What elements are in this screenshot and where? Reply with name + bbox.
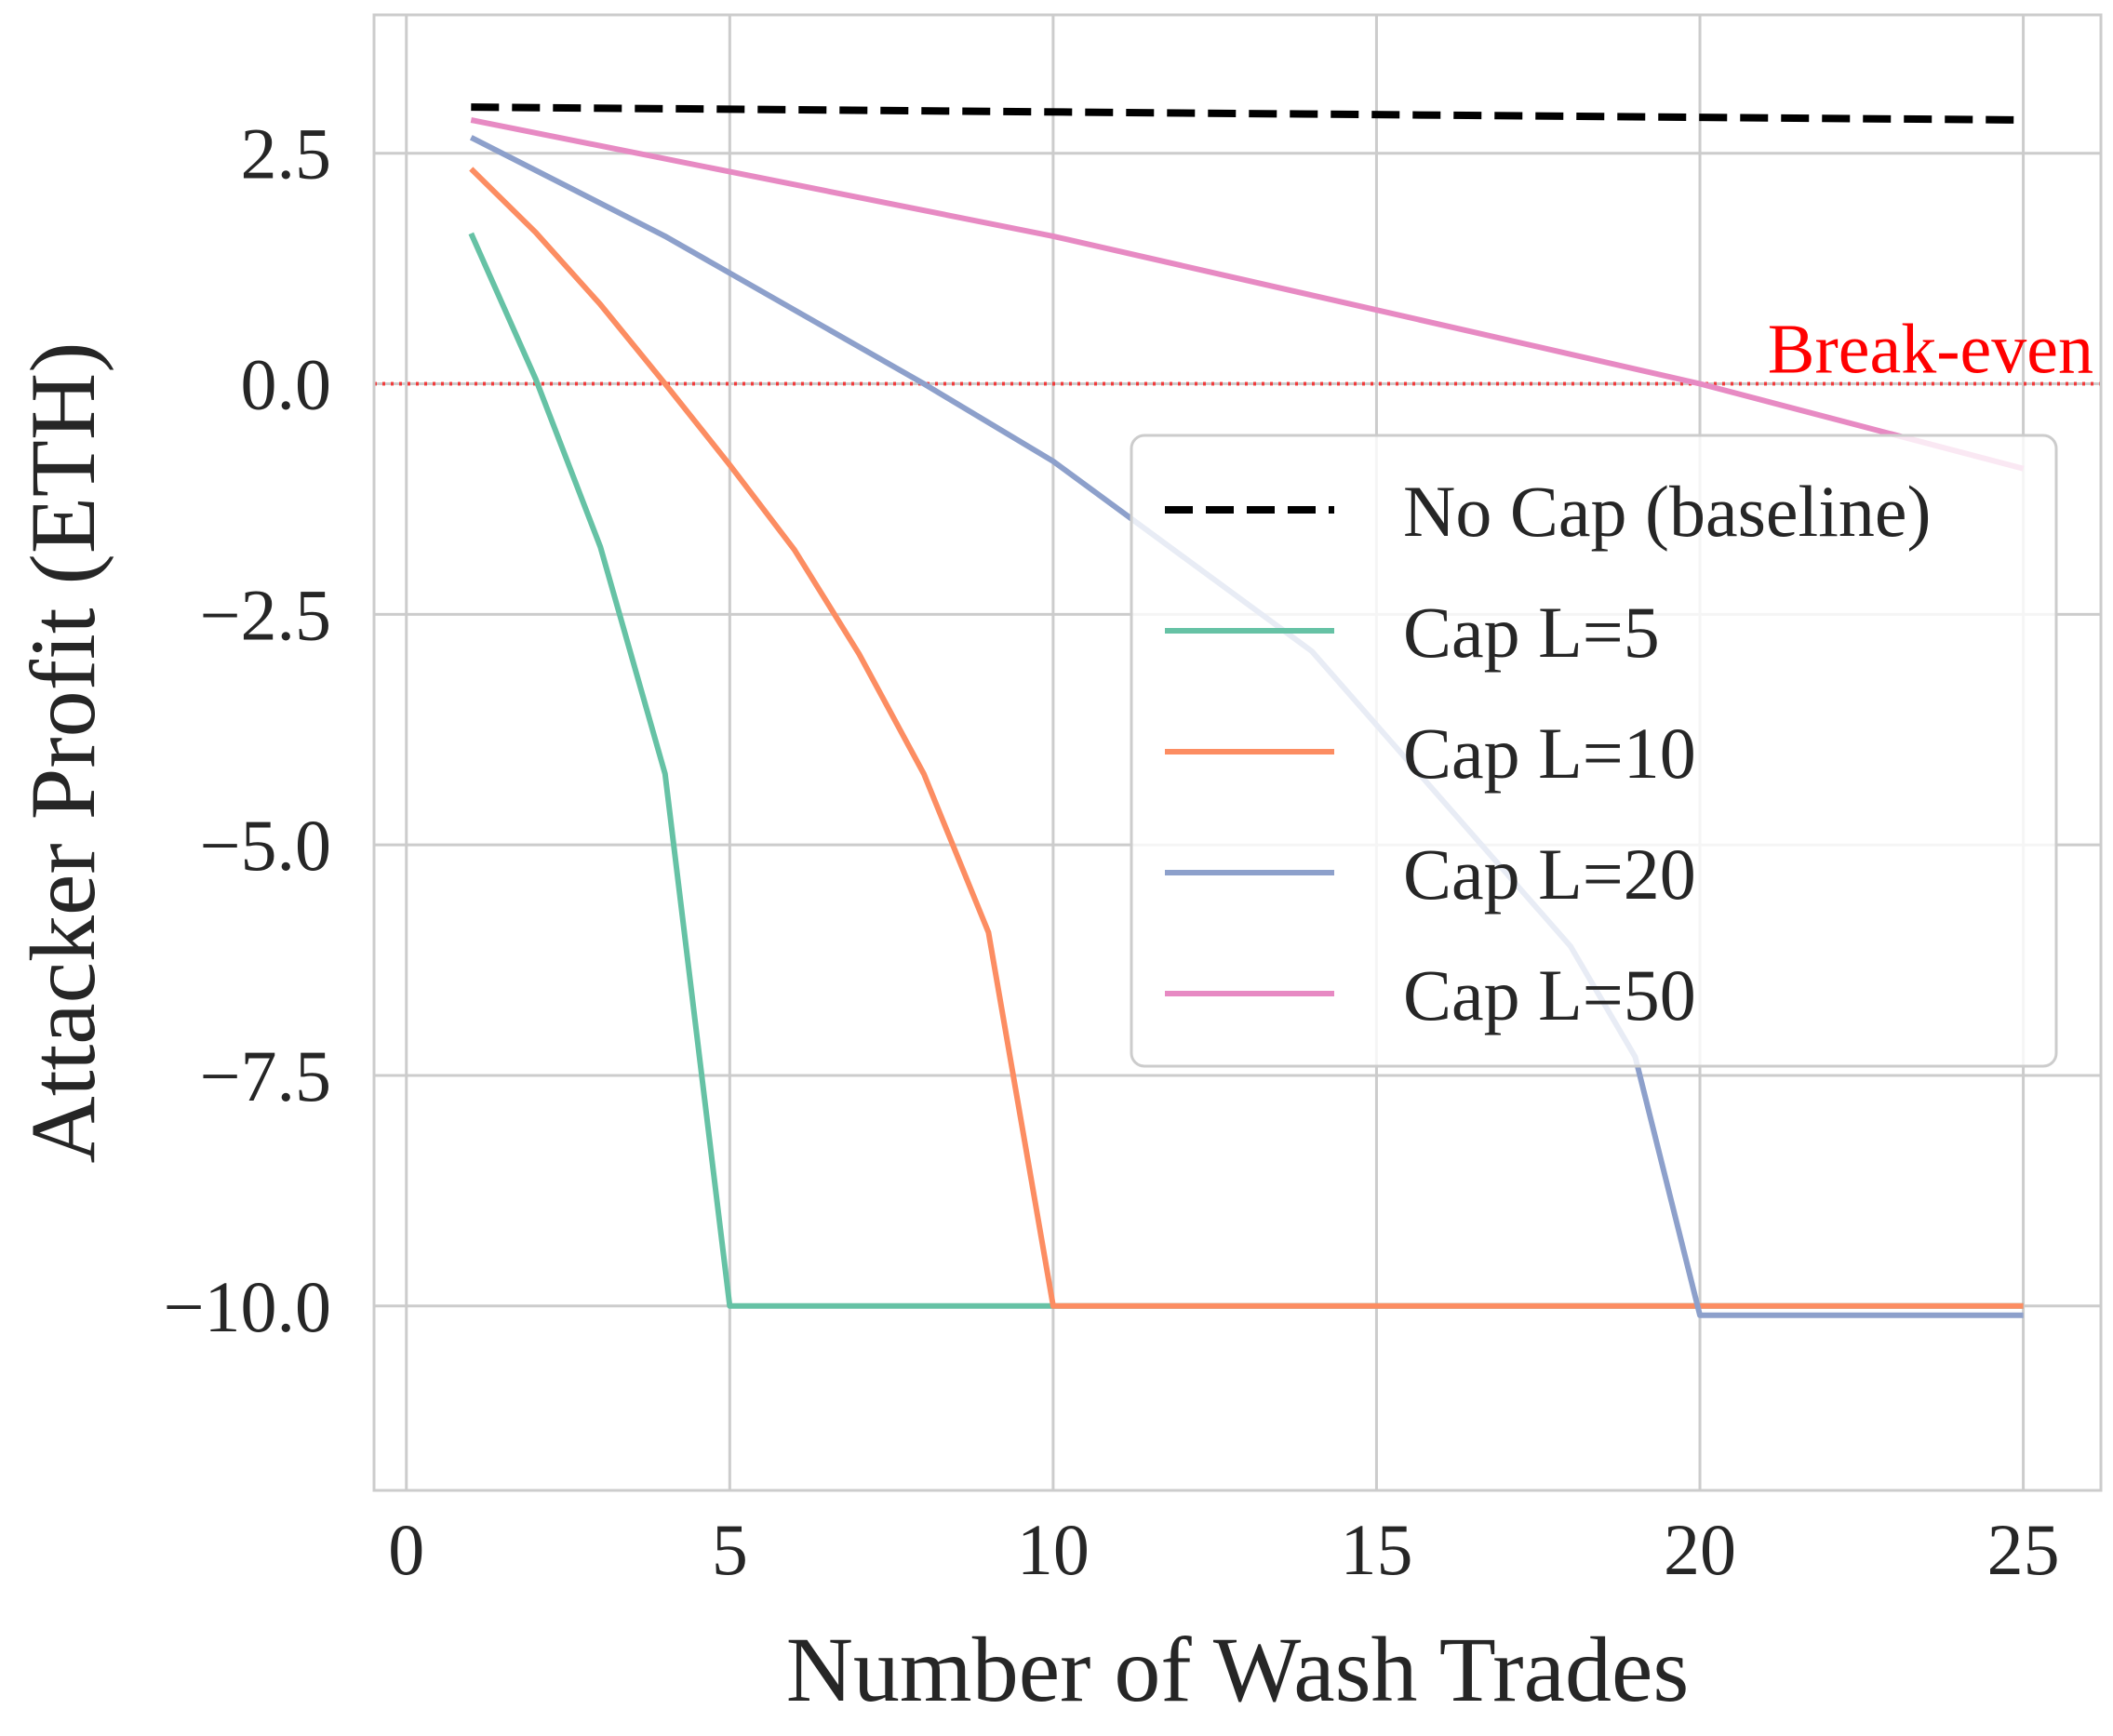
legend-entry: Cap L=10: [1165, 713, 1696, 794]
plot-frame: [372, 13, 2103, 1492]
y-tick-label: −5.0: [200, 805, 332, 886]
legend-entry: No Cap (baseline): [1165, 471, 1931, 552]
legend-label: Cap L=20: [1403, 834, 1696, 915]
legend-label: No Cap (baseline): [1403, 471, 1931, 552]
y-tick-label: 2.5: [241, 114, 332, 194]
y-tick-label: −10.0: [164, 1266, 332, 1347]
legend-entry: Cap L=5: [1165, 592, 1660, 673]
x-tick-label: 25: [1987, 1509, 2060, 1590]
legend-label: Cap L=5: [1403, 592, 1660, 673]
series-line-cap-l-5: [468, 232, 2024, 1309]
legend-entry: Cap L=50: [1165, 955, 1696, 1035]
y-axis-ticks: 2.5 0.0 −2.5 −5.0 −7.5 −10.0: [164, 114, 332, 1347]
x-axis-label: Number of Wash Trades: [786, 1618, 1690, 1721]
x-tick-label: 15: [1340, 1509, 1412, 1590]
y-tick-label: 0.0: [241, 344, 332, 425]
legend-label: Cap L=50: [1403, 955, 1696, 1035]
x-axis-ticks: 0 5 10 15 20 25: [388, 1509, 2059, 1590]
x-tick-label: 10: [1017, 1509, 1090, 1590]
y-axis-label: Attacker Profit (ETH): [11, 341, 114, 1163]
y-tick-label: −2.5: [200, 574, 332, 655]
x-tick-label: 20: [1664, 1509, 1736, 1590]
legend-items: No Cap (baseline) Cap L=5 Cap L=10 Cap L=20…: [1165, 471, 1931, 1035]
series-line-cap-l-10: [469, 167, 2024, 1309]
series-line-no-cap-baseline: [471, 103, 2024, 124]
series-line-cap-l-50: [470, 117, 2025, 472]
break-even-label: Break-even: [1768, 311, 2093, 389]
legend: No Cap (baseline) Cap L=5 Cap L=10 Cap L=20…: [1130, 434, 2058, 1068]
legend-entry: Cap L=20: [1165, 834, 1696, 915]
y-tick-label: −7.5: [200, 1035, 332, 1116]
series-lines: [468, 103, 2025, 1318]
legend-box: [1130, 434, 2058, 1068]
x-tick-label: 0: [388, 1509, 424, 1590]
x-tick-label: 5: [712, 1509, 748, 1590]
legend-label: Cap L=10: [1403, 713, 1696, 794]
